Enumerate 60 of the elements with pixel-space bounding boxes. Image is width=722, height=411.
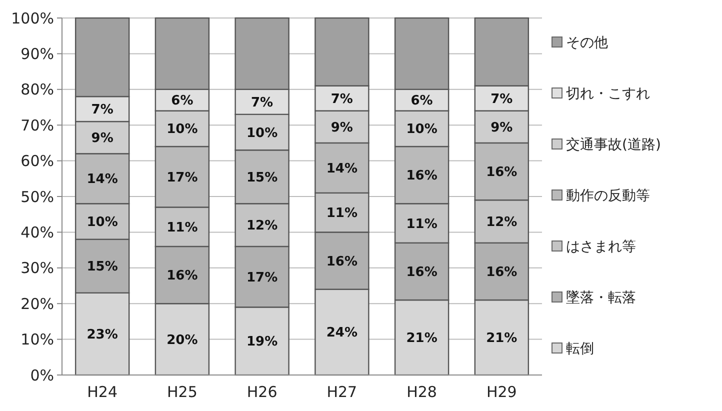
y-tick-label: 60% bbox=[20, 152, 54, 170]
y-tick-label: 90% bbox=[20, 44, 54, 63]
data-label: 10% bbox=[86, 215, 118, 230]
data-label: 12% bbox=[246, 218, 278, 234]
data-label: 6% bbox=[410, 94, 433, 109]
y-tick-label: 70% bbox=[20, 116, 54, 134]
y-tick-label: 40% bbox=[20, 223, 54, 242]
data-label: 7% bbox=[330, 92, 353, 107]
legend-label: 動作の反動等 bbox=[566, 188, 650, 204]
data-label: 14% bbox=[86, 172, 118, 188]
x-tick-label: H27 bbox=[326, 383, 358, 401]
data-label: 9% bbox=[330, 120, 353, 136]
y-tick-label: 20% bbox=[20, 294, 54, 313]
y-tick-label: 10% bbox=[20, 330, 54, 349]
legend-label: 切れ・こすれ bbox=[566, 86, 650, 102]
x-tick-label: H24 bbox=[87, 383, 118, 401]
legend-label: その他 bbox=[566, 34, 608, 51]
data-label: 20% bbox=[166, 332, 198, 348]
y-tick-label: 30% bbox=[20, 259, 54, 278]
data-label: 10% bbox=[246, 126, 278, 141]
y-tick-label: 80% bbox=[20, 80, 54, 99]
data-label: 9% bbox=[490, 120, 513, 136]
data-label: 16% bbox=[166, 268, 198, 284]
data-label: 10% bbox=[406, 122, 438, 138]
data-label: 14% bbox=[326, 161, 358, 176]
data-label: 7% bbox=[490, 92, 513, 107]
legend-label: 転倒 bbox=[566, 340, 594, 357]
legend-label: 交通事故(道路) bbox=[566, 136, 661, 153]
data-label: 19% bbox=[246, 334, 278, 350]
data-label: 11% bbox=[406, 216, 438, 232]
data-label: 7% bbox=[91, 102, 114, 118]
data-label: 10% bbox=[166, 122, 198, 138]
data-label: 16% bbox=[326, 254, 358, 270]
data-label: 12% bbox=[486, 215, 518, 230]
data-label: 9% bbox=[91, 131, 114, 146]
x-tick-label: H28 bbox=[406, 383, 437, 401]
data-label: 17% bbox=[246, 270, 278, 286]
legend-label: 墜落・転落 bbox=[566, 290, 636, 306]
x-tick-label: H26 bbox=[246, 383, 278, 401]
x-tick-label: H25 bbox=[167, 383, 198, 401]
y-tick-label: 0% bbox=[30, 366, 54, 384]
y-tick-label: 50% bbox=[20, 188, 54, 206]
data-label: 24% bbox=[326, 326, 358, 341]
data-label: 11% bbox=[166, 220, 198, 236]
data-label: 16% bbox=[486, 265, 518, 280]
data-label: 21% bbox=[486, 331, 518, 346]
data-label: 7% bbox=[251, 95, 274, 110]
y-tick-label: 100% bbox=[11, 9, 54, 28]
legend-label: はさまれ等 bbox=[566, 238, 636, 255]
data-label: 15% bbox=[86, 260, 118, 275]
x-tick-label: H29 bbox=[486, 383, 517, 401]
data-label: 16% bbox=[486, 165, 518, 180]
data-label: 16% bbox=[406, 265, 438, 280]
data-label: 23% bbox=[86, 327, 118, 342]
data-label: 16% bbox=[406, 168, 438, 184]
data-label: 6% bbox=[171, 94, 194, 109]
data-label: 17% bbox=[166, 170, 198, 186]
data-label: 15% bbox=[246, 170, 278, 186]
data-label: 11% bbox=[326, 206, 358, 222]
data-label: 21% bbox=[406, 331, 438, 346]
